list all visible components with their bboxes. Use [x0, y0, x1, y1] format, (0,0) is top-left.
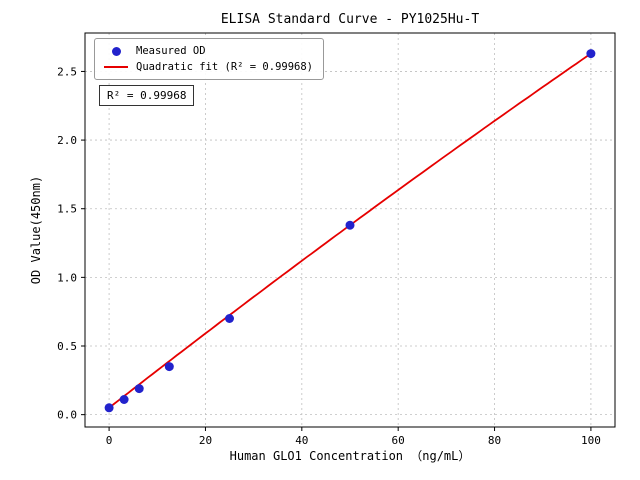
x-tick-label: 0: [106, 434, 113, 447]
legend-marker-cell: [104, 66, 128, 68]
legend-item-measured-od: Measured OD: [104, 45, 313, 57]
y-axis-label: OD Value(450nm): [29, 175, 43, 285]
y-tick-label: 2.0: [57, 134, 77, 147]
legend-label-quadratic-fit: Quadratic fit (R² = 0.99968): [136, 61, 314, 73]
legend-item-quadratic-fit: Quadratic fit (R² = 0.99968): [104, 61, 313, 73]
x-tick-label: 20: [199, 434, 212, 447]
data-point: [104, 403, 114, 413]
x-tick-label: 40: [295, 434, 308, 447]
chart-legend: Measured OD Quadratic fit (R² = 0.99968): [94, 38, 325, 80]
quadratic-fit-line: [108, 52, 592, 409]
y-tick-label: 0.5: [57, 340, 77, 353]
x-axis-label: Human GLO1 Concentration （ng/mL）: [229, 449, 471, 463]
r-squared-annotation: R² = 0.99968: [99, 85, 195, 106]
y-tick-label: 1.5: [57, 203, 77, 216]
data-point: [345, 220, 355, 230]
x-tick-label: 80: [488, 434, 501, 447]
data-point: [134, 384, 144, 394]
y-tick-label: 1.0: [57, 271, 77, 284]
legend-label-measured-od: Measured OD: [136, 45, 206, 57]
chart-title: ELISA Standard Curve - PY1025Hu-T: [220, 12, 480, 27]
y-tick-label: 0.0: [57, 409, 77, 422]
x-tick-label: 100: [581, 434, 601, 447]
x-tick-label: 60: [392, 434, 405, 447]
y-tick-label: 2.5: [57, 65, 77, 78]
dot-marker-icon: [111, 46, 121, 56]
data-point: [119, 395, 129, 404]
legend-marker-cell: [104, 46, 128, 56]
data-point: [164, 362, 174, 372]
line-marker-icon: [104, 66, 128, 68]
data-point: [586, 49, 596, 59]
plot-frame: [84, 32, 616, 428]
data-point: [225, 314, 234, 323]
